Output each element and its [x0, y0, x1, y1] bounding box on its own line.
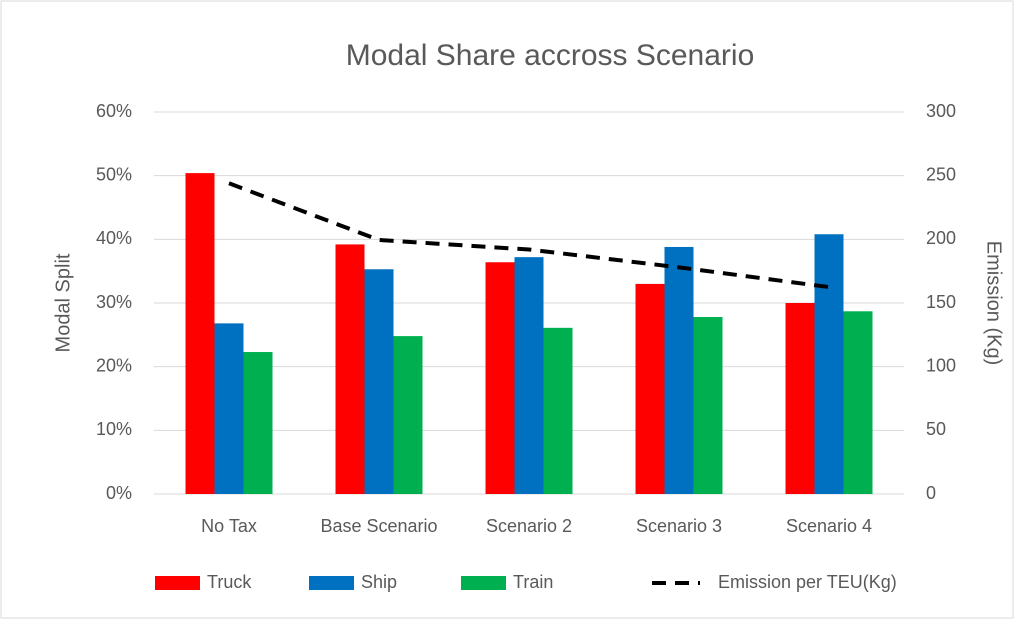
x-tick-label: No Tax: [201, 516, 257, 536]
legend-swatch: [155, 576, 200, 590]
x-tick-label: Scenario 2: [486, 516, 572, 536]
y2-tick-label: 50: [926, 419, 946, 439]
y2-tick-label: 300: [926, 101, 956, 121]
legend-label: Emission per TEU(Kg): [718, 572, 897, 592]
y2-tick-label: 250: [926, 164, 956, 184]
legend-swatch: [461, 576, 506, 590]
y2-tick-label: 150: [926, 292, 956, 312]
bar: [814, 234, 844, 495]
legend-label: Train: [513, 572, 553, 592]
bar: [514, 257, 544, 494]
bar: [785, 303, 815, 494]
bar: [185, 173, 215, 494]
x-tick-label: Scenario 3: [636, 516, 722, 536]
y-tick-label: 10%: [96, 419, 132, 439]
y2-axis-label: Emission (Kg): [983, 241, 1005, 365]
bar: [335, 244, 365, 494]
bar: [393, 336, 423, 494]
y2-tick-label: 200: [926, 228, 956, 248]
y2-tick-label: 0: [926, 483, 936, 503]
bar: [364, 269, 394, 494]
x-tick-label: Base Scenario: [320, 516, 437, 536]
bar: [243, 352, 273, 494]
x-tick-label: Scenario 4: [786, 516, 872, 536]
chart-title: Modal Share accross Scenario: [346, 39, 755, 72]
y-tick-label: 30%: [96, 292, 132, 312]
y-axis-label: Modal Split: [52, 253, 74, 352]
bar: [485, 262, 515, 494]
bar: [214, 323, 244, 494]
y-tick-label: 50%: [96, 164, 132, 184]
y-tick-label: 60%: [96, 101, 132, 121]
y-tick-label: 0%: [106, 483, 132, 503]
legend-label: Ship: [361, 572, 397, 592]
legend-label: Truck: [207, 572, 252, 592]
legend-swatch: [309, 576, 354, 590]
y-tick-label: 40%: [96, 228, 132, 248]
bar: [693, 317, 723, 494]
bar: [635, 283, 665, 494]
y2-tick-label: 100: [926, 355, 956, 375]
bar: [843, 311, 873, 494]
line: [228, 181, 830, 290]
bar: [543, 327, 573, 494]
bar: [664, 246, 694, 494]
y-tick-label: 20%: [96, 355, 132, 375]
